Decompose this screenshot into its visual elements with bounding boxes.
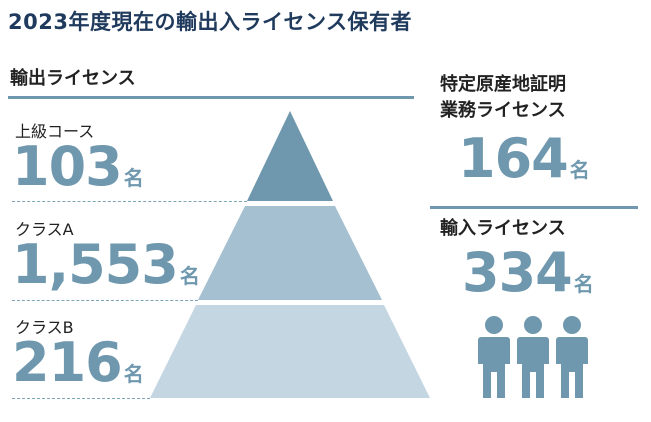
person-icon	[517, 316, 549, 398]
pyramid-tier-middle	[198, 206, 382, 300]
import-unit: 名	[573, 272, 594, 296]
tier-bottom-unit: 名	[123, 362, 144, 386]
tier-top-value: 103	[12, 135, 123, 198]
import-count: 334 名	[462, 246, 594, 300]
certificate-count: 164 名	[458, 132, 590, 186]
tier-middle-unit: 名	[179, 264, 200, 288]
tier-middle-value: 1,553	[12, 233, 179, 296]
tier-bottom-value: 216	[12, 331, 123, 394]
right-section-rule	[430, 206, 638, 209]
export-license-heading: 輸出ライセンス	[10, 68, 136, 89]
certificate-value: 164	[458, 127, 569, 190]
tier-top-divider	[12, 201, 247, 202]
certificate-unit: 名	[569, 158, 590, 182]
tier-bottom-label: クラスB	[15, 318, 74, 337]
page-title: 2023年度現在の輸出入ライセンス保有者	[8, 10, 413, 34]
certificate-license-heading: 特定原産地証明 業務ライセンス	[440, 72, 566, 124]
tier-top-unit: 名	[123, 166, 144, 190]
pyramid-tier-top	[247, 111, 333, 201]
certificate-heading-line2: 業務ライセンス	[440, 100, 566, 121]
import-license-heading: 輸入ライセンス	[440, 218, 566, 239]
certificate-heading-line1: 特定原産地証明	[440, 74, 566, 95]
tier-bottom-count: 216 名	[12, 336, 144, 390]
import-value: 334	[462, 241, 573, 304]
tier-middle-divider	[12, 300, 198, 301]
tier-bottom-divider	[12, 398, 150, 399]
tier-top-label: 上級コース	[15, 122, 95, 141]
tier-middle-count: 1,553 名	[12, 238, 200, 292]
pyramid-tier-bottom	[150, 305, 430, 398]
tier-middle-label: クラスA	[15, 220, 74, 239]
tier-top-count: 103 名	[12, 140, 144, 194]
export-heading-rule	[8, 96, 414, 99]
person-icon	[556, 316, 588, 398]
person-icon	[478, 316, 510, 398]
people-group	[478, 316, 588, 398]
